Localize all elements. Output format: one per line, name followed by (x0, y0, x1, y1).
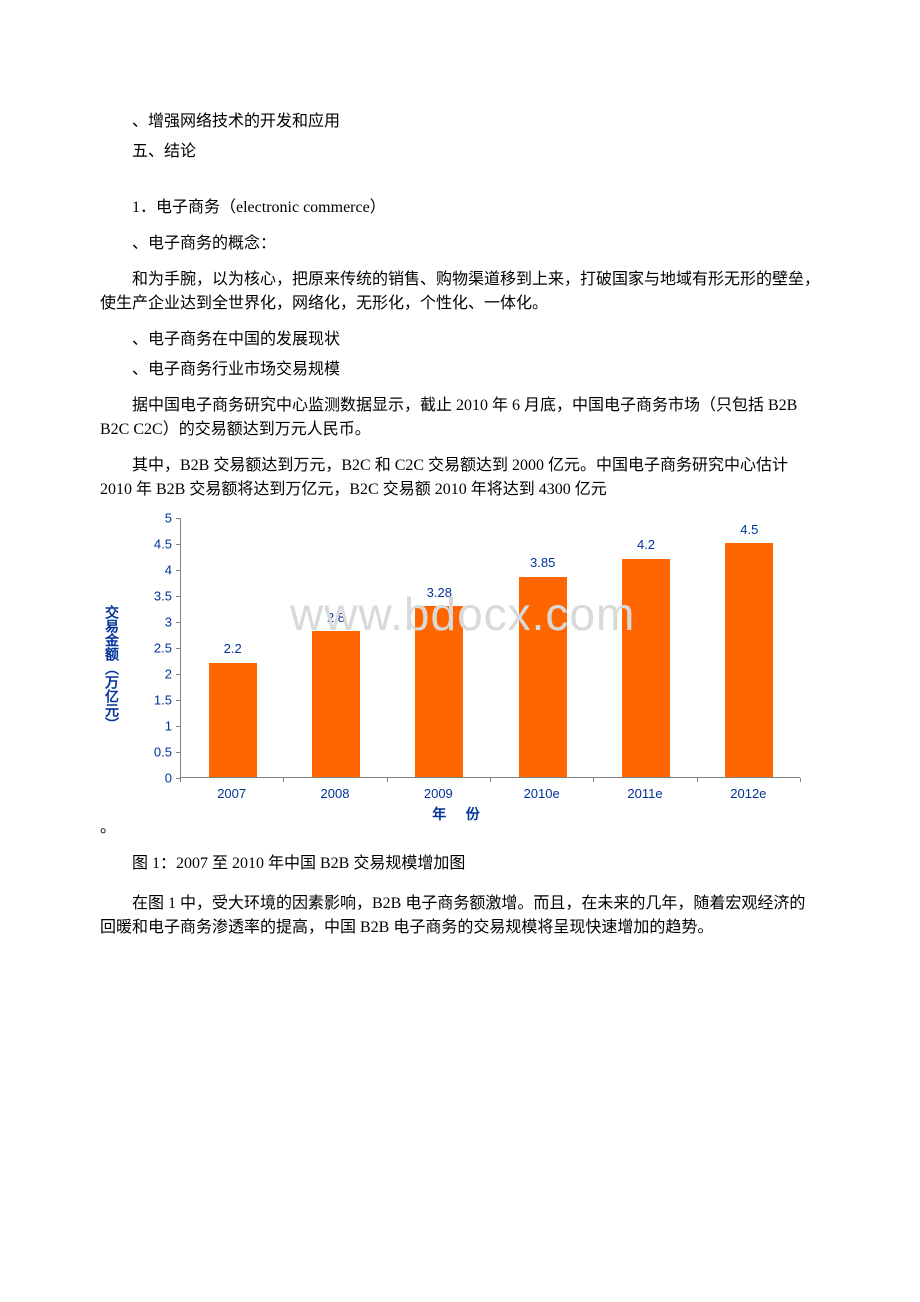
para-line7: 、电子商务行业市场交易规模 (100, 358, 820, 382)
bar (725, 543, 773, 777)
y-tick-mark (176, 570, 180, 571)
bar-value-label: 3.85 (530, 553, 555, 573)
x-tick-label: 2008 (321, 784, 350, 804)
y-tick-label: 2 (165, 664, 172, 684)
x-tick-label: 2012e (730, 784, 766, 804)
para-line10: 在图 1 中，受大环境的因素影响，B2B 电子商务额激增。而且，在未来的几年，随… (100, 892, 820, 940)
y-tick-label: 4.5 (154, 534, 172, 554)
y-tick-mark (176, 622, 180, 623)
y-tick-label: 1 (165, 716, 172, 736)
y-tick-label: 2.5 (154, 638, 172, 658)
y-tick-mark (176, 726, 180, 727)
para-line9: 其中，B2B 交易额达到万元，B2C 和 C2C 交易额达到 2000 亿元。中… (100, 454, 820, 502)
x-tick-mark (387, 778, 388, 782)
spacer (100, 170, 820, 196)
bar (415, 606, 463, 777)
x-tick-mark (800, 778, 801, 782)
bar-value-label: 3.28 (427, 583, 452, 603)
x-tick-mark (283, 778, 284, 782)
bar (209, 663, 257, 777)
x-tick-label: 2007 (217, 784, 246, 804)
para-line2: 五、结论 (100, 140, 820, 164)
y-tick-label: 4 (165, 560, 172, 580)
para-line3: 1．电子商务（electronic commerce） (100, 196, 820, 220)
x-tick-label: 2010e (524, 784, 560, 804)
para-line8: 据中国电子商务研究中心监测数据显示，截止 2010 年 6 月底，中国电子商务市… (100, 394, 820, 442)
bar (519, 577, 567, 777)
x-tick-mark (593, 778, 594, 782)
plot-area: 2.2 2.8 3.28 3.85 4.2 4.5 (180, 518, 800, 778)
bar (312, 631, 360, 777)
x-axis-title: 年 份 (432, 805, 488, 826)
para-line6: 、电子商务在中国的发展现状 (100, 328, 820, 352)
y-tick-mark (176, 518, 180, 519)
x-tick-label: 2011e (627, 784, 662, 804)
bar (622, 559, 670, 777)
y-tick-mark (176, 648, 180, 649)
y-tick-mark (176, 752, 180, 753)
x-tick-label: 2009 (424, 784, 453, 804)
y-tick-mark (176, 544, 180, 545)
y-tick-label: 3 (165, 612, 172, 632)
y-tick-mark (176, 700, 180, 701)
bar-value-label: 4.2 (637, 535, 655, 555)
y-tick-label: 0.5 (154, 742, 172, 762)
y-tick-label: 0 (165, 768, 172, 788)
x-tick-mark (180, 778, 181, 782)
y-tick-label: 3.5 (154, 586, 172, 606)
bar-value-label: 4.5 (740, 520, 758, 540)
bar-value-label: 2.2 (224, 639, 242, 659)
figure-caption: 图 1：2007 至 2010 年中国 B2B 交易规模增加图 (100, 852, 820, 876)
bar-value-label: 2.8 (327, 608, 345, 628)
y-tick-label: 5 (165, 508, 172, 528)
y-axis-title: 交易金额（万亿元） (100, 605, 121, 731)
x-tick-mark (697, 778, 698, 782)
y-tick-mark (176, 674, 180, 675)
b2b-chart: www.bdocx.com 交易金额（万亿元） 00.511.522.533.5… (100, 508, 820, 828)
y-tick-label: 1.5 (154, 690, 172, 710)
y-axis-ticks: 00.511.522.533.544.55 (140, 518, 176, 778)
x-tick-mark (490, 778, 491, 782)
para-line5: 和为手腕，以为核心，把原来传统的销售、购物渠道移到上来，打破国家与地域有形无形的… (100, 268, 820, 316)
y-tick-mark (176, 596, 180, 597)
para-line1: 、增强网络技术的开发和应用 (100, 110, 820, 134)
para-line4: 、电子商务的概念： (100, 232, 820, 256)
